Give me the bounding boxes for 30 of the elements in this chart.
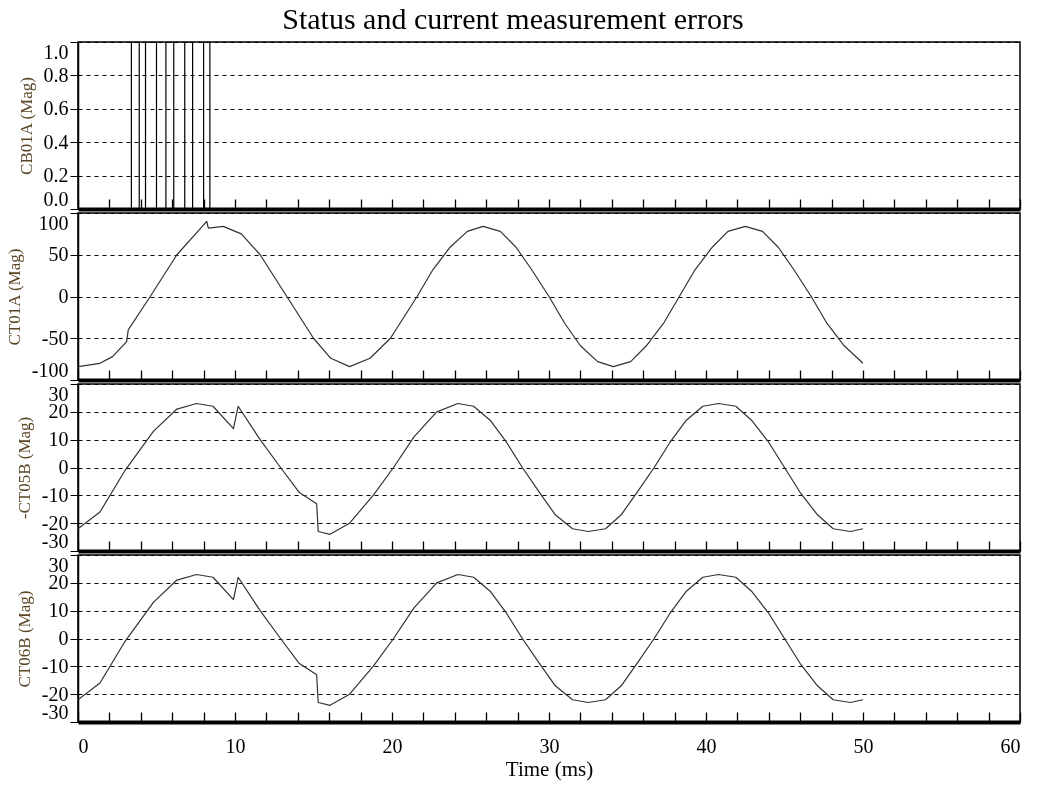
y-axis-title: CT06B (Mag) xyxy=(14,590,34,688)
y-tick-label: 0.0 xyxy=(43,187,69,210)
y-tick-label: 0 xyxy=(58,456,69,478)
x-tick-label: 50 xyxy=(853,734,874,757)
x-tick-label: 0 xyxy=(78,734,89,757)
y-tick-label: 0 xyxy=(58,285,69,307)
y-tick-label: 0.2 xyxy=(43,164,69,187)
y-tick-label: 0.6 xyxy=(43,97,69,120)
y-tick-label: -50 xyxy=(41,326,69,349)
x-tick-label: 60 xyxy=(1000,734,1021,757)
y-tick-label: 10 xyxy=(48,599,69,622)
y-tick-label: 0.4 xyxy=(43,130,69,153)
y-tick-label: 1.0 xyxy=(43,40,69,63)
x-tick-label: 30 xyxy=(539,734,560,757)
y-tick-label: 0.8 xyxy=(43,63,69,86)
y-axis-title: CB01A (Mag) xyxy=(16,77,36,175)
y-tick-label: 100 xyxy=(38,211,69,234)
y-tick-label: 0 xyxy=(58,627,69,649)
y-tick-label: -10 xyxy=(41,654,69,677)
y-tick-label: -100 xyxy=(31,358,69,381)
y-tick-label: -10 xyxy=(41,483,69,506)
y-tick-label: 10 xyxy=(48,428,69,451)
x-tick-label: 40 xyxy=(696,734,717,757)
x-tick-label: 20 xyxy=(382,734,403,757)
y-axis-title: CT01A (Mag) xyxy=(4,248,24,346)
chart-title: Status and current measurement errors xyxy=(282,1,744,35)
x-axis-title: Time (ms) xyxy=(505,756,594,781)
y-axis-title: -CT05B (Mag) xyxy=(14,416,34,520)
x-tick-label: 10 xyxy=(225,734,246,757)
y-tick-label: 50 xyxy=(48,243,69,266)
